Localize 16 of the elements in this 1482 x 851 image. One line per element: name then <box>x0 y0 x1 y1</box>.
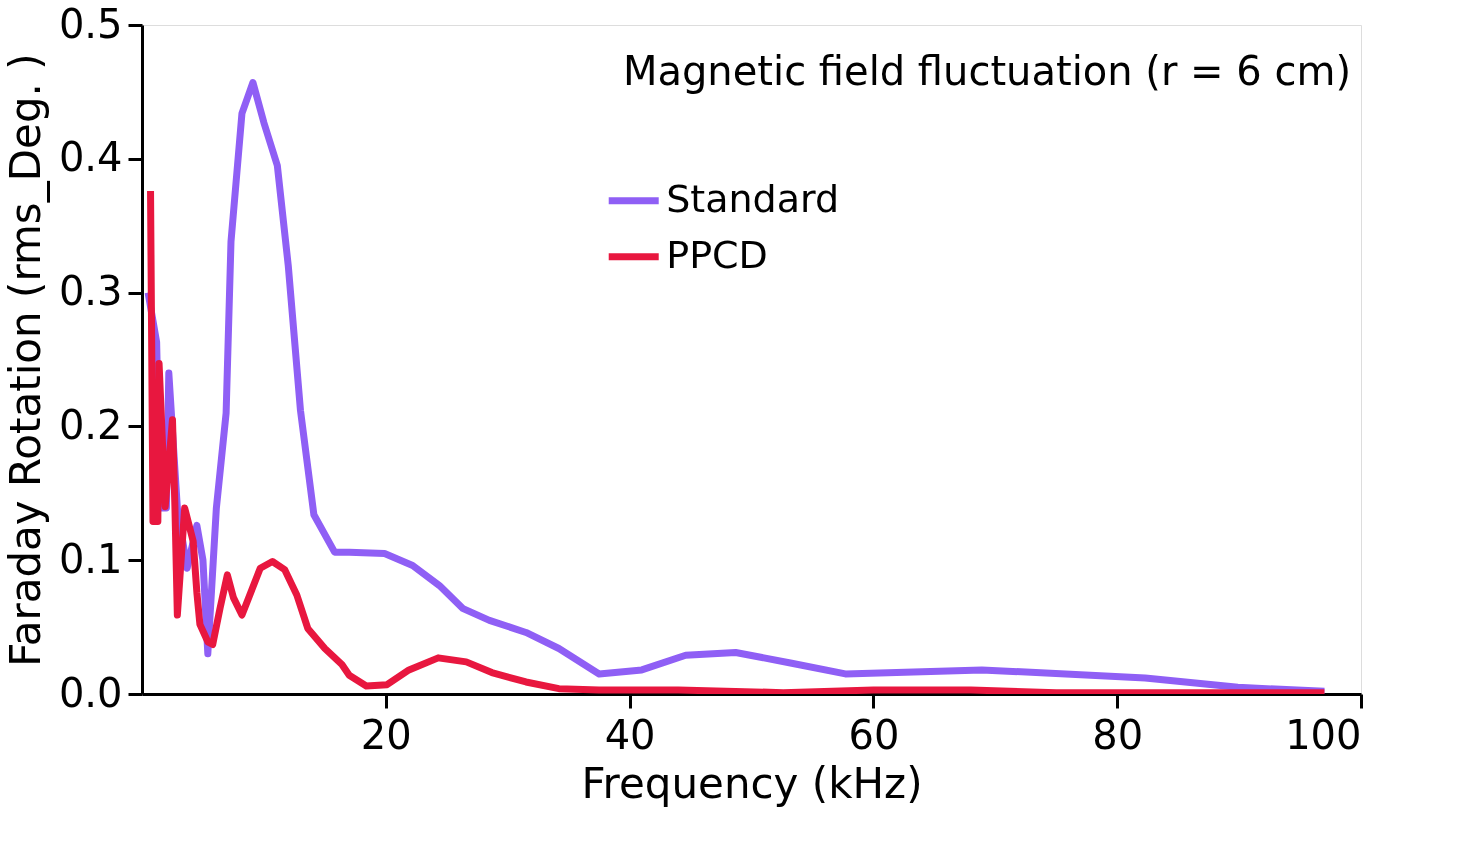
y-tick-label: 0.1 <box>58 535 123 582</box>
y-tick-label: 0.0 <box>58 669 123 716</box>
y-tick-label: 0.5 <box>58 0 123 47</box>
legend-label: PPCD <box>666 232 768 277</box>
x-tick-label: 20 <box>360 711 412 758</box>
y-tick-label: 0.4 <box>58 134 123 181</box>
x-axis-title: Frequency (kHz) <box>581 758 923 808</box>
x-tick-label: 40 <box>604 711 656 758</box>
y-tick-label: 0.3 <box>58 268 123 315</box>
x-tick-label: 60 <box>848 711 900 758</box>
legend-label: Standard <box>666 176 840 221</box>
y-axis-title: Faraday Rotation (rms_Deg. ) <box>0 53 50 667</box>
annotation: Magnetic field fluctuation (r = 6 cm) <box>622 48 1351 94</box>
x-tick-label: 100 <box>1285 711 1362 758</box>
x-tick-label: 80 <box>1092 711 1144 758</box>
y-tick-label: 0.2 <box>58 401 123 448</box>
